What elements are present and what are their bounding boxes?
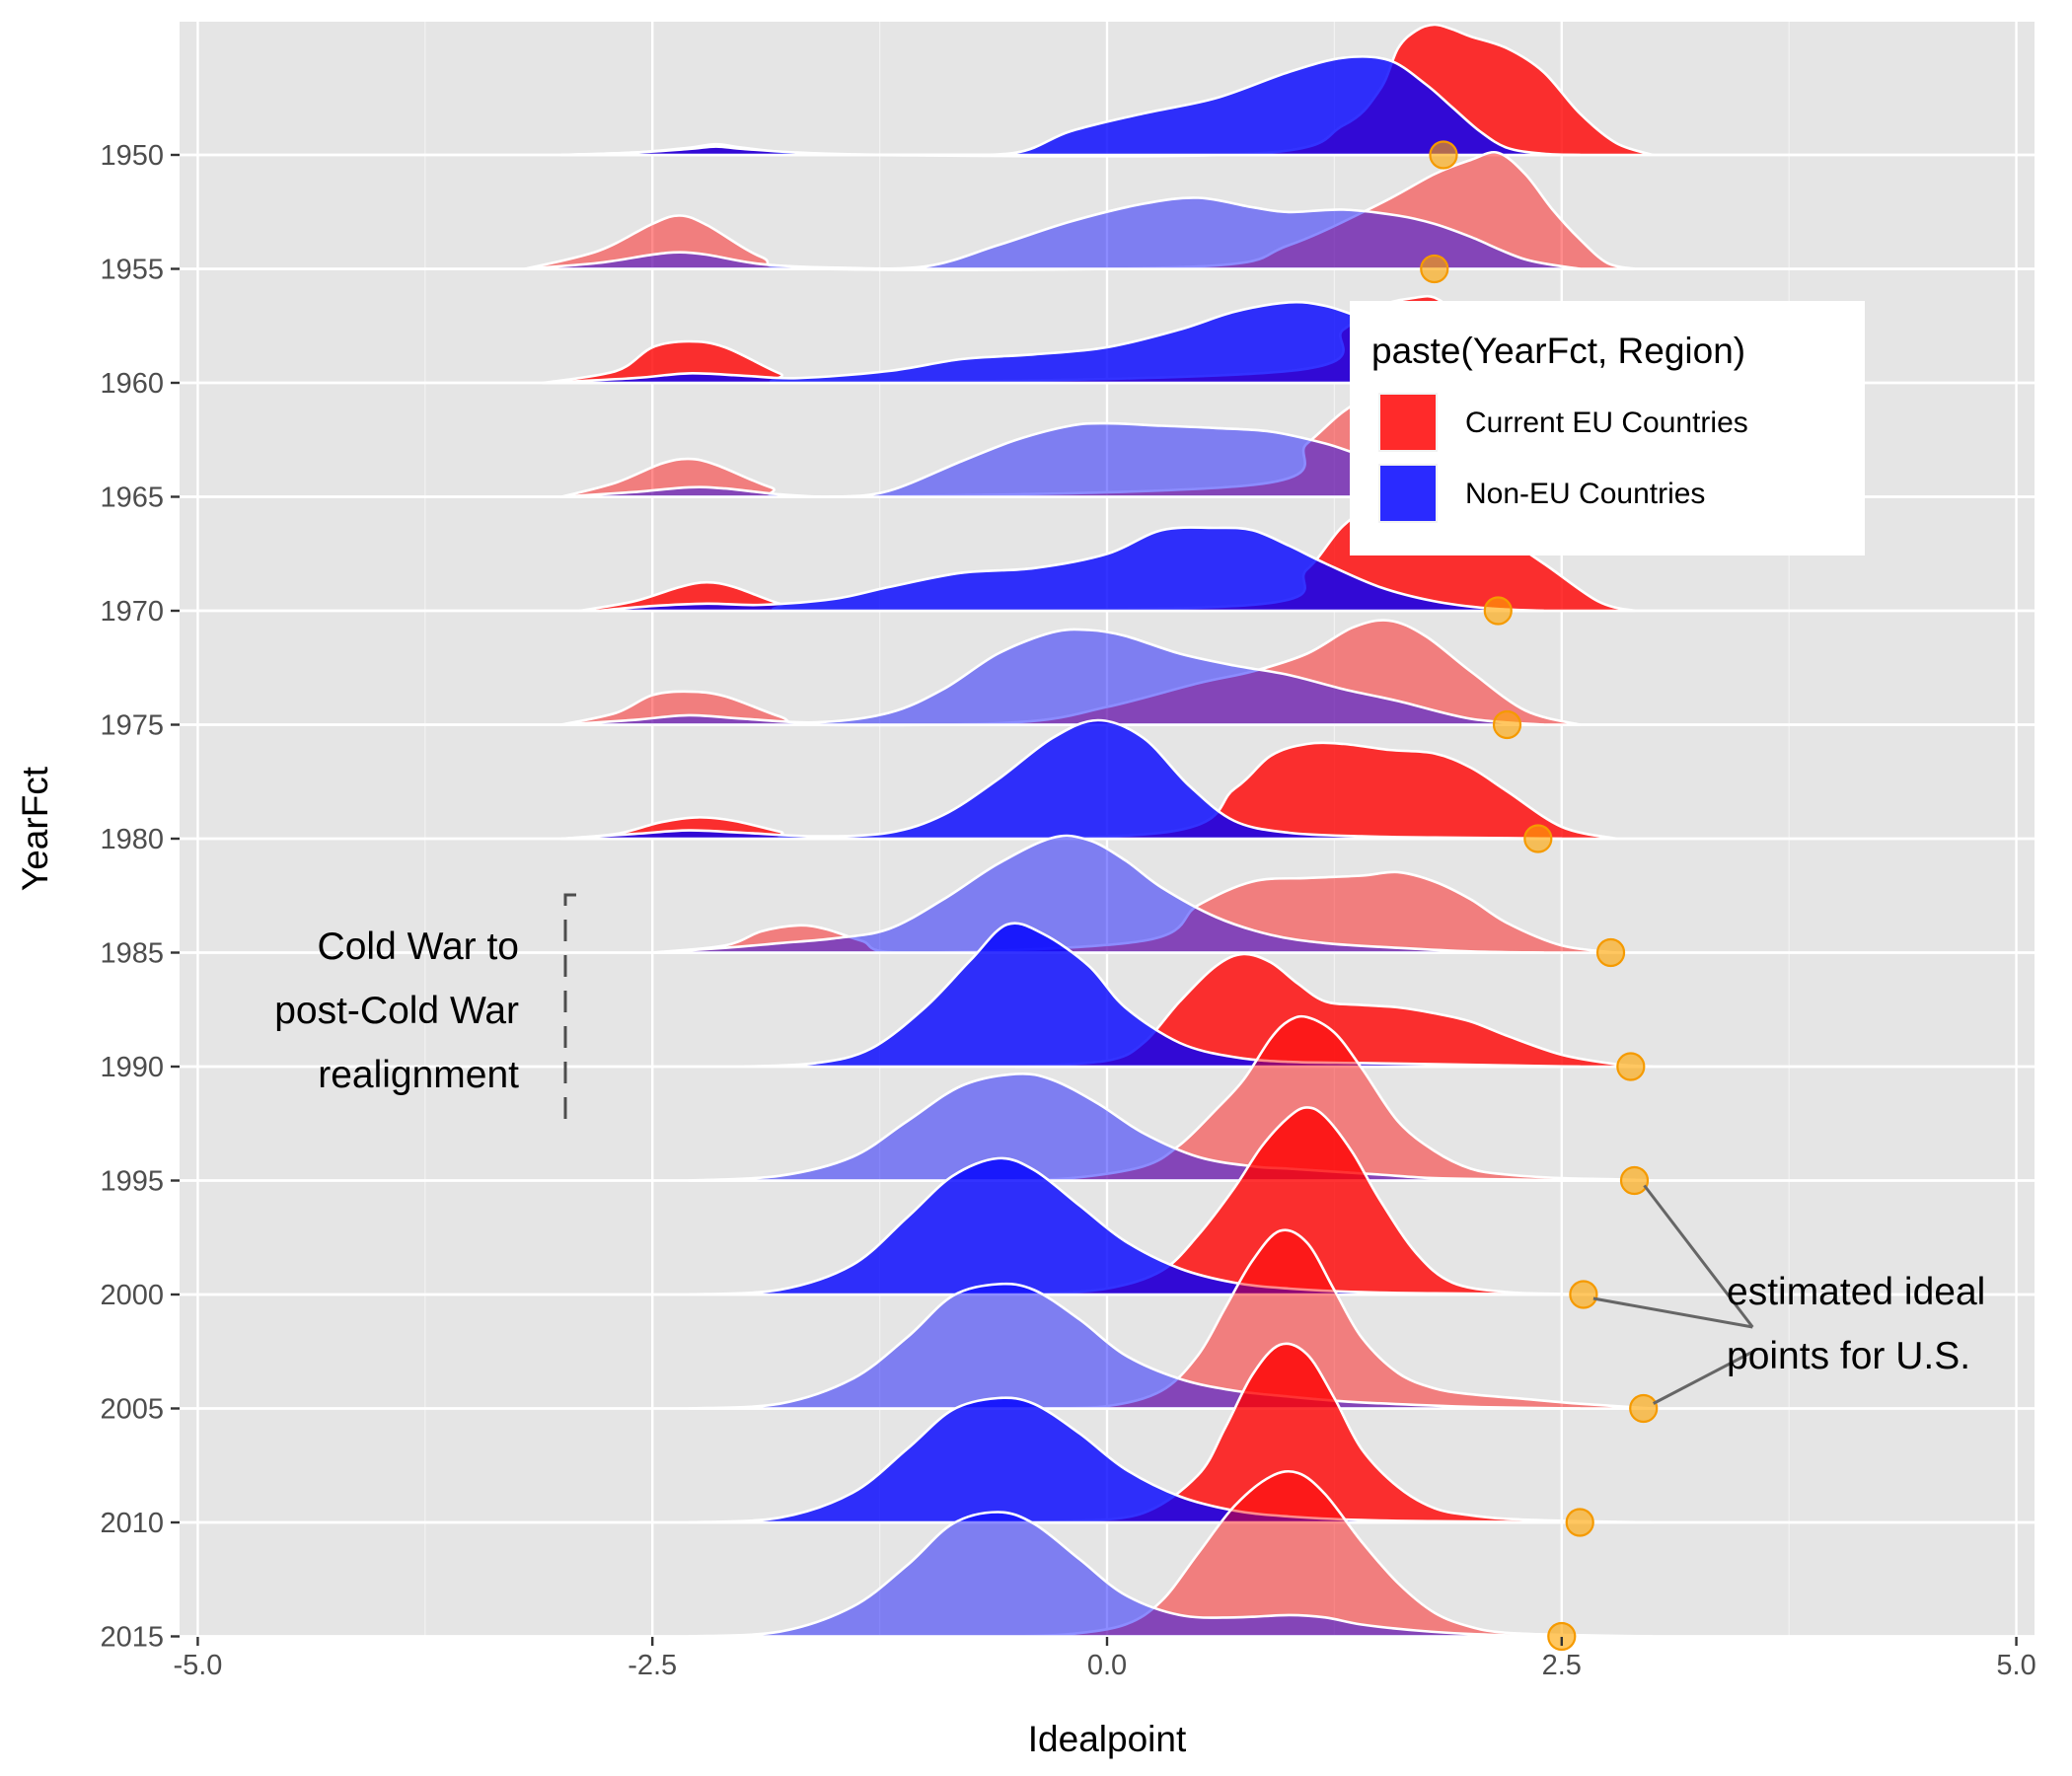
legend-title: paste(YearFct, Region) (1371, 331, 1745, 371)
eu-density-2000 (1033, 1106, 1618, 1296)
us-ideal-point-1985 (1595, 937, 1626, 968)
density-ridges (180, 23, 2035, 1638)
us-ideal-point-2005 (1629, 1393, 1659, 1424)
non-eu-density-1990 (742, 922, 1582, 1069)
ridge-1980 (180, 718, 2035, 841)
us-pointer-line-2005 (1653, 1350, 1754, 1405)
us-pointer-line-2000 (1592, 1296, 1753, 1329)
eu-density-1955 (523, 151, 1636, 271)
non-eu-density-1975 (559, 628, 1545, 726)
us-pointer-line-1995 (1643, 1184, 1754, 1328)
us-ideal-point-1950 (1429, 140, 1458, 170)
y-tick-label: 1995 (100, 1166, 164, 1198)
legend: paste(YearFct, Region) Current EU Countri… (1350, 301, 1865, 555)
y-tick-label: 1980 (100, 824, 164, 855)
cold-war-annotation-line-3: realignment (318, 1054, 519, 1096)
non-eu-density-2010 (687, 1396, 1582, 1524)
ridge-1995 (180, 1014, 2035, 1182)
non-eu-density-2000 (687, 1156, 1582, 1296)
cold-war-bracket (563, 893, 576, 1124)
us-ideal-point-1995 (1619, 1165, 1650, 1196)
y-axis-title: YearFct (15, 766, 55, 891)
non-eu-density-1970 (596, 526, 1545, 613)
y-tick-label: 1955 (100, 255, 164, 286)
us-ideal-point-2015 (1547, 1621, 1577, 1652)
legend-label-eu: Current EU Countries (1465, 407, 1748, 439)
non-eu-density-1955 (523, 196, 1582, 270)
y-tick-label: 2000 (100, 1280, 164, 1311)
ridge-1955 (180, 151, 2035, 271)
y-tick-label: 1975 (100, 710, 164, 742)
y-tick-label: 1990 (100, 1052, 164, 1083)
y-tick-label: 1960 (100, 368, 164, 400)
legend-label-non-eu: Non-EU Countries (1465, 478, 1705, 510)
ridge-1985 (180, 834, 2035, 954)
eu-density-1980 (559, 741, 1618, 841)
eu-density-1985 (650, 870, 1618, 954)
us-ideal-points (1420, 140, 1659, 1652)
us-annotation-line-1: estimated ideal (1727, 1271, 1985, 1313)
ridge-1950 (180, 23, 2035, 158)
x-tick-label: 2.5 (1542, 1650, 1582, 1681)
x-tick-label: -2.5 (628, 1650, 677, 1681)
x-tick-label: -5.0 (173, 1650, 222, 1681)
us-ideal-point-2010 (1565, 1508, 1594, 1537)
us-ideal-point-1990 (1616, 1052, 1646, 1081)
y-tick-label: 1985 (100, 938, 164, 970)
x-axis-title: Idealpoint (1028, 1719, 1187, 1759)
ridge-1990 (180, 922, 2035, 1069)
y-tick-label: 1970 (100, 596, 164, 628)
eu-density-1995 (997, 1014, 1655, 1182)
ridge-2010 (180, 1342, 2035, 1524)
legend-key-eu (1380, 395, 1436, 450)
non-eu-density-2005 (687, 1282, 1582, 1410)
ridge-2015 (180, 1469, 2035, 1638)
cold-war-annotation-line-2: post-Cold War (274, 990, 519, 1032)
us-annotation-line-2: points for U.S. (1727, 1335, 1970, 1377)
non-eu-density-2015 (687, 1511, 1545, 1638)
us-ideal-point-1955 (1420, 254, 1449, 284)
axes: 1950 1955 1960 1965 1970 1975 1980 1985 1990 1995… (100, 140, 2035, 1681)
y-tick-label: 2005 (100, 1394, 164, 1426)
eu-density-1975 (559, 619, 1582, 727)
eu-density-2015 (1014, 1469, 1655, 1638)
x-tick-label: 0.0 (1087, 1650, 1127, 1681)
annotations: estimated ideal points for U.S. Cold War t… (274, 893, 1985, 1405)
eu-density-1990 (1014, 952, 1655, 1069)
y-tick-label: 2010 (100, 1508, 164, 1539)
x-tick-label: 5.0 (1996, 1650, 2035, 1681)
us-ideal-point-1970 (1483, 596, 1513, 626)
ridge-2000 (180, 1106, 2035, 1296)
non-eu-density-1985 (650, 834, 1545, 954)
legend-key-non-eu (1380, 466, 1436, 521)
non-eu-density-1950 (559, 55, 1582, 157)
ridge-2005 (180, 1228, 2035, 1410)
non-eu-density-1980 (559, 718, 1564, 841)
cold-war-annotation-line-1: Cold War to (318, 925, 519, 968)
us-ideal-point-1980 (1523, 824, 1553, 853)
y-tick-label: 2015 (100, 1622, 164, 1654)
eu-density-2005 (1033, 1228, 1655, 1410)
non-eu-density-1995 (687, 1072, 1582, 1182)
us-ideal-point-1975 (1492, 709, 1522, 740)
us-ideal-point-2000 (1569, 1280, 1598, 1309)
y-tick-label: 1950 (100, 140, 164, 172)
y-tick-label: 1965 (100, 482, 164, 514)
